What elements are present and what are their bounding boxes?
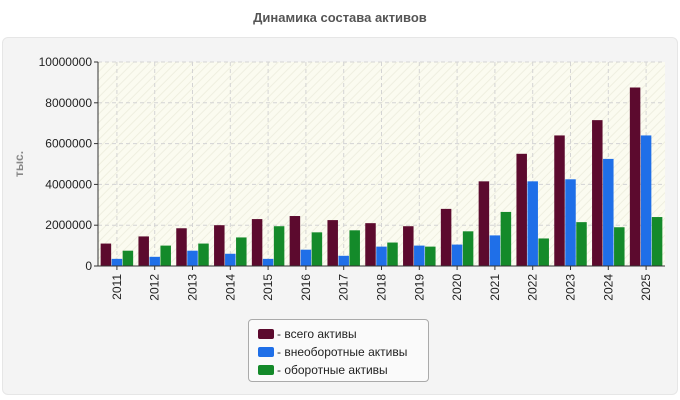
bar-2020-series-1 — [451, 244, 463, 266]
bar-2020-series-0 — [440, 208, 452, 266]
bar-2016-series-1 — [300, 249, 312, 266]
bar-2012-series-1 — [149, 256, 160, 266]
x-tick-label: 2017 — [337, 274, 351, 301]
bar-2019-series-1 — [414, 245, 425, 266]
bar-2025-series-0 — [629, 87, 641, 266]
x-tick-label: 2025 — [639, 274, 653, 301]
bar-2011-series-1 — [111, 258, 123, 266]
bar-2018-series-0 — [365, 223, 376, 266]
bar-2014-series-1 — [225, 253, 236, 266]
x-tick-label: 2020 — [450, 274, 464, 301]
bar-2018-series-1 — [376, 246, 387, 266]
bar-2021-series-2 — [500, 211, 512, 266]
x-tick-label: 2015 — [261, 274, 275, 301]
bar-2025-series-2 — [651, 217, 663, 266]
bar-2012-series-0 — [138, 236, 149, 266]
y-axis-label: тыс. — [12, 151, 26, 177]
y-tick-label: 4000000 — [45, 177, 92, 191]
y-tick-label: 0 — [85, 259, 92, 273]
chart-legend: - всего активы - внеоборотные активы - о… — [248, 319, 429, 382]
bar-2017-series-1 — [338, 255, 349, 266]
bar-2024-series-2 — [614, 227, 625, 266]
bar-2022-series-0 — [516, 153, 527, 266]
x-tick-label: 2016 — [299, 274, 313, 301]
legend-label-current: - оборотные активы — [277, 363, 388, 377]
bar-2019-series-2 — [425, 246, 436, 266]
y-tick-label: 2000000 — [45, 218, 92, 232]
legend-label-noncurrent: - внеоборотные активы — [277, 345, 408, 359]
x-tick-label: 2021 — [488, 274, 502, 301]
bar-2013-series-0 — [176, 228, 187, 266]
bar-2022-series-1 — [527, 181, 538, 266]
bar-2022-series-2 — [538, 238, 549, 266]
legend-item-total: - всего активы — [258, 325, 428, 343]
bar-2017-series-2 — [349, 230, 360, 266]
bar-2016-series-0 — [289, 216, 301, 266]
bar-2024-series-0 — [592, 120, 603, 266]
bar-2013-series-1 — [187, 250, 198, 266]
bar-2021-series-1 — [489, 235, 501, 266]
x-tick-label: 2018 — [375, 274, 389, 301]
bar-2015-series-0 — [251, 219, 263, 266]
bar-2015-series-2 — [273, 226, 285, 266]
bar-2014-series-2 — [236, 237, 247, 266]
x-tick-label: 2022 — [526, 274, 540, 301]
x-tick-label: 2012 — [148, 274, 162, 301]
y-tick-label: 8000000 — [45, 96, 92, 110]
bar-2017-series-0 — [327, 220, 338, 266]
legend-swatch-current — [258, 365, 274, 375]
bar-2016-series-2 — [311, 232, 323, 266]
bar-2023-series-0 — [554, 135, 565, 266]
bar-2011-series-0 — [100, 243, 112, 266]
x-tick-label: 2013 — [186, 274, 200, 301]
legend-swatch-total — [258, 329, 274, 339]
bar-2019-series-0 — [403, 226, 414, 266]
legend-swatch-noncurrent — [258, 347, 274, 357]
x-tick-label: 2024 — [601, 274, 615, 301]
x-tick-label: 2014 — [223, 274, 237, 301]
bar-2015-series-1 — [262, 258, 274, 266]
x-tick-label: 2019 — [412, 274, 426, 301]
y-tick-label: 6000000 — [45, 137, 92, 151]
bar-2012-series-2 — [160, 245, 171, 266]
legend-item-current: - оборотные активы — [258, 361, 428, 379]
x-tick-label: 2011 — [110, 274, 124, 300]
bar-2025-series-1 — [640, 135, 652, 266]
bar-2014-series-0 — [214, 225, 225, 266]
bar-2023-series-1 — [565, 179, 576, 266]
bar-2011-series-2 — [122, 250, 134, 266]
bar-2013-series-2 — [198, 243, 209, 266]
bar-2021-series-0 — [478, 181, 490, 266]
legend-label-total: - всего активы — [277, 327, 357, 341]
legend-item-noncurrent: - внеоборотные активы — [258, 343, 428, 361]
x-tick-label: 2023 — [564, 274, 578, 301]
bar-2024-series-1 — [603, 158, 614, 266]
chart-title: Динамика состава активов — [253, 10, 427, 25]
bar-2023-series-2 — [576, 222, 587, 266]
bar-2020-series-2 — [462, 231, 474, 266]
bar-2018-series-2 — [387, 242, 398, 266]
y-tick-label: 10000000 — [39, 55, 93, 69]
